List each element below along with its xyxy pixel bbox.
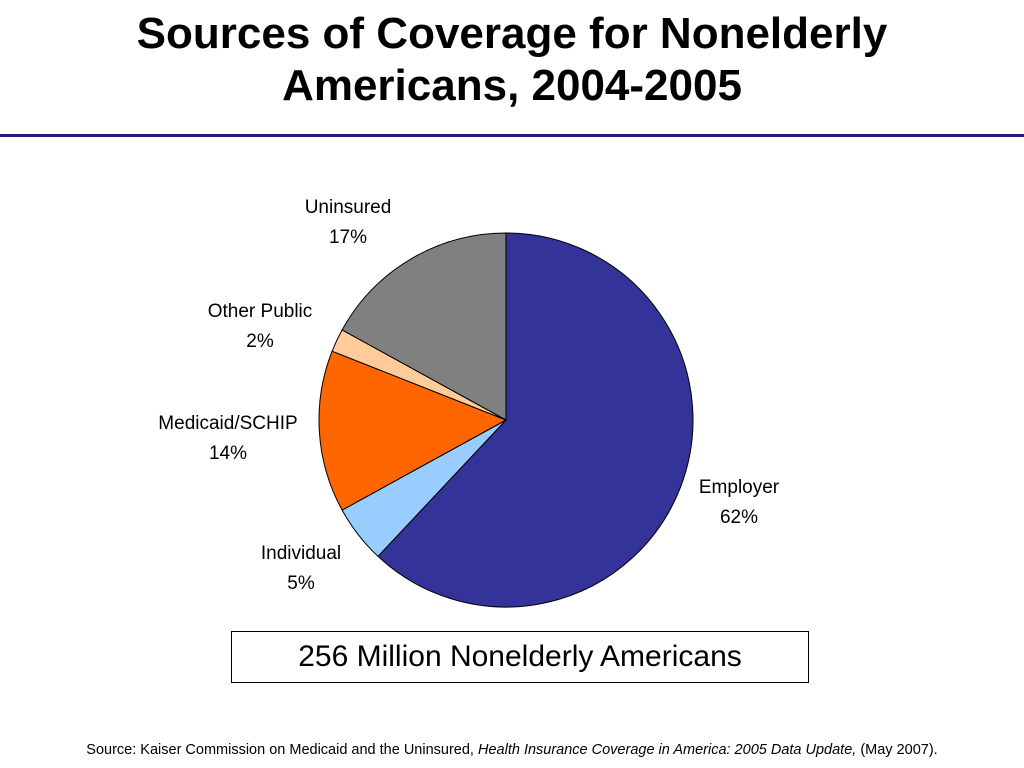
source-title: Health Insurance Coverage in America: 20… (478, 742, 857, 758)
slice-label-name: Individual (260, 543, 342, 564)
slice-label-employer: Employer 62% (639, 473, 839, 533)
title-line-2: Americans, 2004-2005 (282, 61, 742, 110)
source-suffix: (May 2007). (856, 742, 938, 758)
slice-label-name: Other Public (207, 301, 313, 322)
slice-label-other-public: Other Public 2% (160, 297, 360, 357)
slice-label-value: 14% (208, 443, 248, 464)
title-line-1: Sources of Coverage for Nonelderly (136, 9, 888, 58)
slice-label-name: Employer (698, 477, 780, 498)
slice-label-uninsured: Uninsured 17% (248, 193, 448, 253)
slice-label-value: 17% (328, 227, 368, 248)
source-prefix: Source: Kaiser Commission on Medicaid an… (86, 742, 478, 758)
slice-label-name: Medicaid/SCHIP (158, 413, 298, 434)
pie-slice-uninsured (341, 232, 507, 421)
source-note: Source: Kaiser Commission on Medicaid an… (0, 742, 1024, 758)
slice-label-medicaid-schip: Medicaid/SCHIP 14% (128, 409, 328, 469)
slice-label-individual: Individual 5% (201, 539, 401, 599)
pie-slice-medicaid-schip (318, 350, 508, 511)
title-divider (0, 134, 1024, 137)
slice-label-value: 2% (246, 331, 274, 352)
slice-label-name: Uninsured (304, 197, 392, 218)
slice-label-value: 62% (719, 507, 759, 528)
slice-label-value: 5% (287, 573, 315, 594)
total-population-box: 256 Million Nonelderly Americans (231, 631, 809, 683)
pie-slice-employer (377, 232, 694, 608)
page-title: Sources of Coverage for Nonelderly Ameri… (0, 8, 1024, 112)
